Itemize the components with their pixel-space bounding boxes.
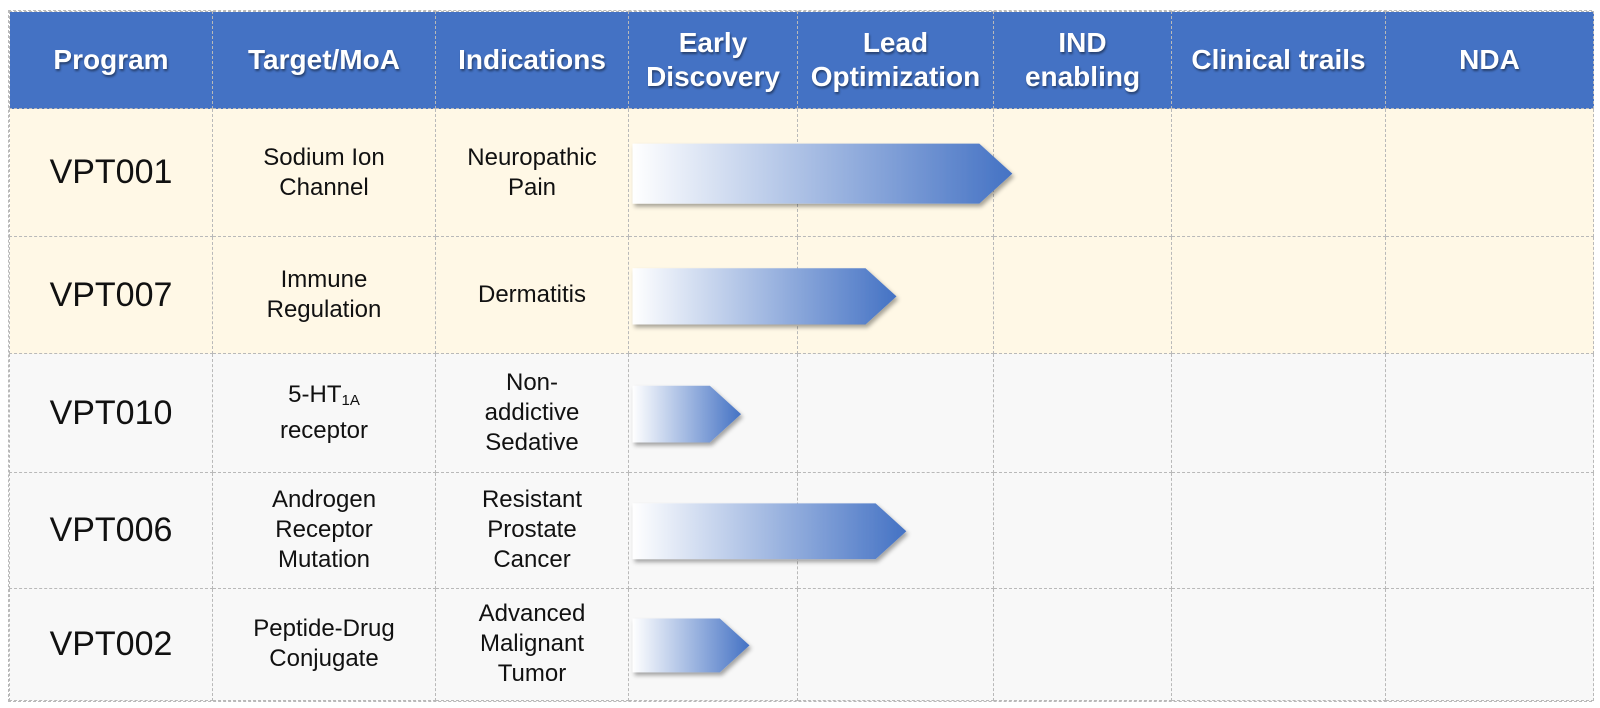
program-cell: VPT006 (9, 471, 213, 589)
stage-cell (1171, 471, 1386, 589)
indication-line: Dermatitis (477, 281, 586, 309)
stage-cell (797, 353, 994, 473)
stage-cell (1171, 587, 1386, 702)
program-cell: VPT002 (9, 587, 213, 702)
target-line: Channel (279, 173, 369, 201)
header-early-discovery-line-2: Discovery (646, 61, 780, 92)
stage-cell (993, 236, 1172, 355)
header-lead-optimization-line-2: Optimization (810, 61, 981, 92)
program-cell: VPT007 (9, 236, 213, 355)
stage-cell (1385, 471, 1594, 589)
stage-cell (797, 236, 994, 355)
stage-cell (1385, 236, 1594, 355)
indication-cell: Non-addictive Sedative (435, 353, 629, 473)
indication-line: Tumor (497, 660, 567, 688)
indication-line: Non- (505, 369, 559, 397)
indication-line: Resistant (481, 486, 583, 514)
stage-cell (993, 587, 1172, 702)
target-cell: Peptide-Drug Conjugate (212, 587, 436, 702)
stage-cell (628, 587, 798, 702)
header-early-discovery: Early Discovery (628, 11, 798, 109)
program-cell: VPT001 (9, 107, 213, 238)
target-cell: 5-HT1A receptor (212, 353, 436, 473)
target-line: Androgen (271, 486, 377, 514)
stage-cell (1385, 353, 1594, 473)
indication-line: Advanced (478, 600, 586, 628)
stage-cell (628, 107, 798, 238)
stage-cell (993, 107, 1172, 238)
header-program: Program (9, 11, 213, 109)
pipeline-table: Program Target/MoA Indications Early Disc… (8, 10, 1594, 702)
table-row: VPT007 Immune Regulation Dermatitis (9, 236, 1594, 355)
header-clinical-trails: Clinical trails (1171, 11, 1386, 109)
table-row: VPT006 Androgen Receptor Mutation Resistan… (9, 471, 1594, 589)
header-lead-optimization: Lead Optimization (797, 11, 994, 109)
stage-cell (1171, 353, 1386, 473)
target-line: Receptor (275, 516, 373, 544)
stage-cell (628, 236, 798, 355)
pipeline-grid: Program Target/MoA Indications Early Disc… (9, 11, 1594, 702)
stage-cell (628, 471, 798, 589)
target-cell: Immune Regulation (212, 236, 436, 355)
header-row: Program Target/MoA Indications Early Disc… (9, 11, 1594, 109)
target-cell: Androgen Receptor Mutation (212, 471, 436, 589)
indication-line: Malignant (479, 630, 585, 658)
stage-cell (797, 107, 994, 238)
indication-cell: Neuropathic Pain (435, 107, 629, 238)
header-indications: Indications (435, 11, 629, 109)
stage-cell (628, 353, 798, 473)
header-target: Target/MoA (212, 11, 436, 109)
program-cell: VPT010 (9, 353, 213, 473)
stage-cell (797, 587, 994, 702)
header-ind-enabling: IND enabling (993, 11, 1172, 109)
indication-line: addictive (484, 399, 580, 427)
stage-cell (1171, 107, 1386, 238)
indication-line: Neuropathic (467, 143, 597, 171)
table-row: VPT010 5-HT1A receptor Non-addictive Sedat… (9, 353, 1594, 473)
target-line: Sodium Ion (263, 143, 385, 171)
stage-cell (797, 471, 994, 589)
indication-cell: Advanced Malignant Tumor (435, 587, 629, 702)
header-nda: NDA (1385, 11, 1594, 109)
header-lead-optimization-line-1: Lead (862, 27, 929, 58)
indication-line: Pain (507, 173, 557, 201)
stage-cell (993, 471, 1172, 589)
target-line: Immune (280, 266, 368, 294)
target-line: Regulation (266, 296, 382, 324)
target-line: receptor (279, 417, 369, 445)
target-line: Mutation (277, 546, 371, 574)
target-subscript: 1A (341, 392, 360, 410)
target-line: Conjugate (269, 645, 379, 673)
target-line: 5-HT (288, 381, 342, 409)
indication-line: Cancer (493, 546, 571, 574)
table-row: VPT001 Sodium Ion Channel Neuropathic Pain (9, 107, 1594, 238)
table-row: VPT002 Peptide-Drug Conjugate Advanced Mal… (9, 587, 1594, 702)
stage-cell (1171, 236, 1386, 355)
stage-cell (1385, 107, 1594, 238)
indication-cell: Dermatitis (435, 236, 629, 355)
indication-line: Prostate (487, 516, 577, 544)
header-ind-enabling-line-2: enabling (1024, 61, 1141, 92)
header-early-discovery-line-1: Early (678, 27, 748, 58)
stage-cell (993, 353, 1172, 473)
target-line: Peptide-Drug (253, 615, 395, 643)
target-cell: Sodium Ion Channel (212, 107, 436, 238)
stage-cell (1385, 587, 1594, 702)
header-ind-enabling-line-1: IND (1058, 27, 1107, 58)
indication-cell: Resistant Prostate Cancer (435, 471, 629, 589)
indication-line: Sedative (485, 429, 579, 457)
